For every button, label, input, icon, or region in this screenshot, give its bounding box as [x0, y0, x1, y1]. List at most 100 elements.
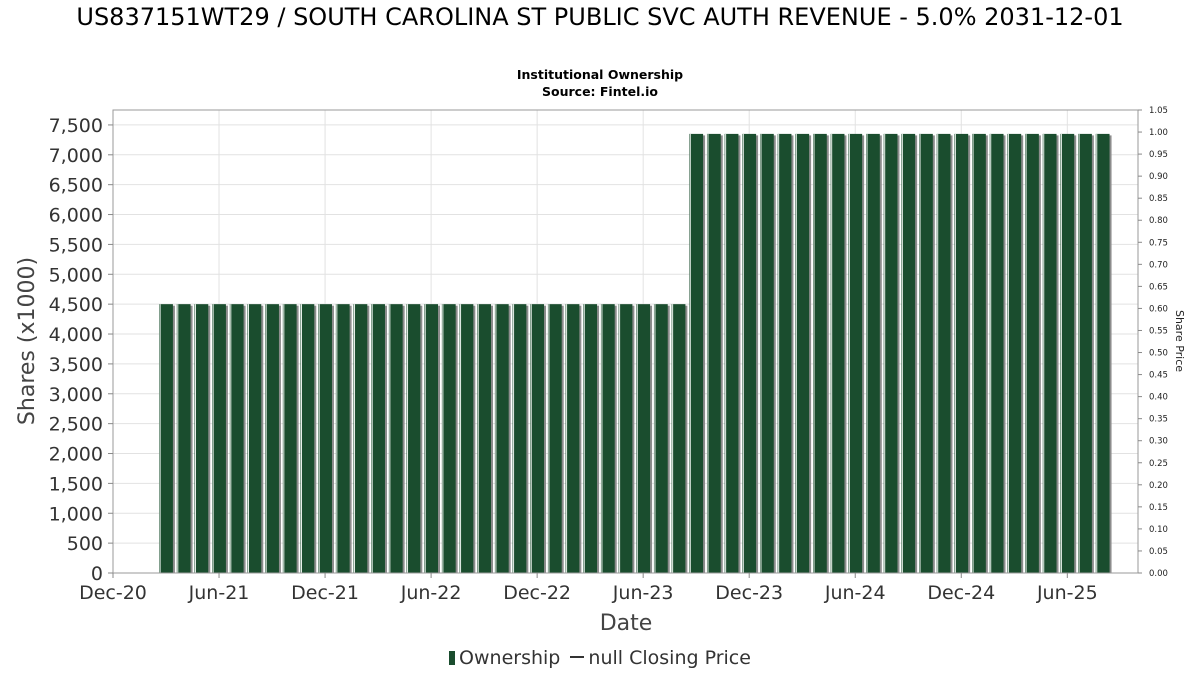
y2-tick-label: 0.95	[1149, 150, 1168, 160]
y2-tick-label: 0.50	[1149, 349, 1168, 359]
y2-tick-label: 0.25	[1149, 459, 1168, 469]
x-tick-label: Dec-23	[715, 582, 783, 604]
y2-tick-label: 0.15	[1149, 503, 1168, 513]
bar	[406, 304, 423, 573]
y2-tick-label: 0.45	[1149, 371, 1168, 381]
x-tick-label: Dec-20	[79, 582, 147, 604]
bar-body	[494, 304, 509, 573]
x-tick-label: Jun-22	[400, 582, 462, 604]
legend: Ownership null Closing Price	[0, 646, 1200, 669]
bar	[954, 133, 971, 573]
plot-area	[112, 109, 1139, 574]
bar	[159, 304, 175, 573]
bar	[813, 133, 829, 573]
bar-body	[194, 304, 209, 573]
bar	[547, 304, 564, 573]
y-tick-label: 5,000	[49, 264, 103, 286]
bar	[565, 304, 582, 573]
bar	[441, 304, 458, 573]
x-tick-label: Dec-24	[927, 582, 995, 604]
legend-item-closing-price: null Closing Price	[566, 647, 751, 669]
y2-tick-label: 0.00	[1149, 569, 1168, 579]
ownership-swatch-icon	[449, 650, 456, 665]
bar	[282, 304, 299, 573]
bar	[265, 304, 281, 573]
bar	[724, 133, 741, 573]
bar-body	[159, 304, 173, 573]
bar-body	[706, 133, 721, 573]
x-axis-label: Date	[600, 611, 653, 636]
chart-subtitle-source: Source: Fintel.io	[542, 84, 658, 99]
bar-body	[848, 133, 863, 573]
bar-body	[689, 133, 704, 573]
bar	[671, 304, 688, 573]
bar-body	[936, 133, 951, 573]
bar	[424, 304, 440, 573]
bar	[636, 304, 653, 573]
bar	[371, 304, 387, 573]
y2-tick-label: 1.05	[1149, 106, 1168, 116]
bar	[1007, 133, 1024, 573]
bar	[795, 133, 812, 573]
bar-group	[159, 133, 1112, 573]
bar	[1095, 133, 1112, 573]
bar-body	[919, 133, 933, 573]
bar-body	[972, 133, 986, 573]
bar-body	[565, 304, 580, 573]
bar-body	[636, 304, 651, 573]
bar	[883, 133, 900, 573]
legend-label-ownership: Ownership	[459, 646, 561, 669]
x-tick-label: Dec-22	[503, 582, 571, 604]
bar	[830, 133, 847, 573]
y2-tick-label: 0.55	[1149, 326, 1168, 336]
bar-body	[671, 304, 686, 573]
bar	[512, 304, 529, 573]
bar	[583, 304, 600, 573]
y2-axis-label: Share Price	[1173, 310, 1186, 372]
bar-body	[424, 304, 438, 573]
bar-body	[229, 304, 244, 573]
bar-body	[247, 304, 262, 573]
bar	[212, 304, 228, 573]
y-tick-label: 4,500	[49, 294, 103, 316]
bar-body	[653, 304, 668, 573]
bar-body	[1042, 133, 1057, 573]
y-tick-label: 1,000	[49, 503, 103, 525]
bar	[530, 304, 547, 573]
bar-body	[1007, 133, 1022, 573]
bar	[777, 133, 794, 573]
bar-body	[724, 133, 739, 573]
bar	[706, 133, 723, 573]
bar	[618, 304, 635, 573]
bar	[901, 133, 918, 573]
y-axis-label: Shares (x1000)	[15, 257, 40, 425]
bar-body	[759, 133, 774, 573]
bar	[600, 304, 617, 573]
bar	[689, 133, 706, 573]
chart-subtitle-ownership: Institutional Ownership	[516, 67, 684, 82]
bar-body	[547, 304, 562, 573]
legend-item-ownership: Ownership	[449, 647, 560, 669]
closing-price-line-icon	[570, 655, 585, 658]
y-axis: 0 500 1,000 1,500 2,000 2,500 3,000 3,500 4,000 4…	[49, 115, 113, 585]
bar-body	[530, 304, 545, 573]
y-tick-label: 5,500	[49, 234, 103, 256]
bar-body	[618, 304, 633, 573]
x-tick-label: Jun-25	[1036, 582, 1098, 604]
y-tick-label: 0	[91, 563, 103, 585]
bar-body	[1078, 133, 1092, 573]
bar-body	[406, 304, 421, 573]
bar-body	[883, 133, 898, 573]
y2-tick-label: 0.30	[1149, 437, 1168, 447]
bar-body	[265, 304, 279, 573]
bar	[759, 133, 776, 573]
y2-tick-label: 0.05	[1149, 547, 1168, 557]
x-tick-label: Jun-21	[188, 582, 250, 604]
bar-body	[1025, 133, 1039, 573]
bar	[247, 304, 264, 573]
bar-body	[830, 133, 845, 573]
legend-label-closing-price: null Closing Price	[588, 646, 751, 669]
y2-tick-label: 0.80	[1149, 216, 1168, 226]
bar	[866, 133, 882, 573]
bar	[989, 133, 1006, 573]
